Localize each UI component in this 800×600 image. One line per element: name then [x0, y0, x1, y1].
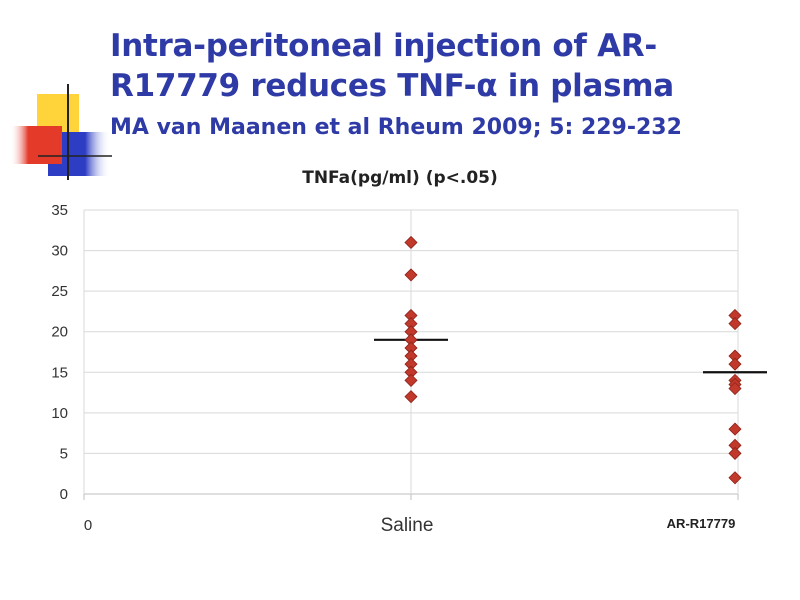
- chart: 0 5 10 15 20 25 30 35 0 Saline AR-R17779: [51, 202, 767, 536]
- chart-points: [404, 235, 742, 485]
- data-point: [404, 235, 418, 250]
- chart-title: TNFa(pg/ml) (p<.05): [302, 168, 498, 188]
- slide-title: Intra-peritoneal injection of AR-R17779 …: [110, 28, 674, 104]
- x-tick-label: Saline: [381, 515, 434, 536]
- data-point: [728, 317, 742, 331]
- slide-decoration-icon: [10, 84, 112, 180]
- data-point: [404, 373, 418, 387]
- x-tick-label: AR-R17779: [667, 516, 736, 531]
- data-point: [728, 381, 742, 396]
- slide-subtitle: MA van Maanen et al Rheum 2009; 5: 229-2…: [110, 115, 682, 140]
- y-tick-label: 0: [60, 486, 68, 503]
- chart-axes: 0 5 10 15 20 25 30 35 0 Saline AR-R17779: [51, 202, 739, 536]
- y-tick-label: 5: [60, 445, 68, 462]
- chart-means: [374, 338, 767, 374]
- data-point: [728, 357, 742, 371]
- x-tick-label: 0: [84, 517, 92, 534]
- data-point: [404, 390, 418, 404]
- data-point: [728, 471, 742, 485]
- y-tick-label: 25: [51, 283, 68, 300]
- data-point: [404, 268, 418, 282]
- y-tick-label: 20: [51, 324, 68, 341]
- y-tick-label: 15: [51, 364, 68, 381]
- y-tick-label: 10: [51, 405, 68, 422]
- y-tick-label: 35: [51, 202, 68, 219]
- data-point: [728, 446, 742, 460]
- data-point: [728, 422, 742, 436]
- y-tick-label: 30: [51, 243, 68, 260]
